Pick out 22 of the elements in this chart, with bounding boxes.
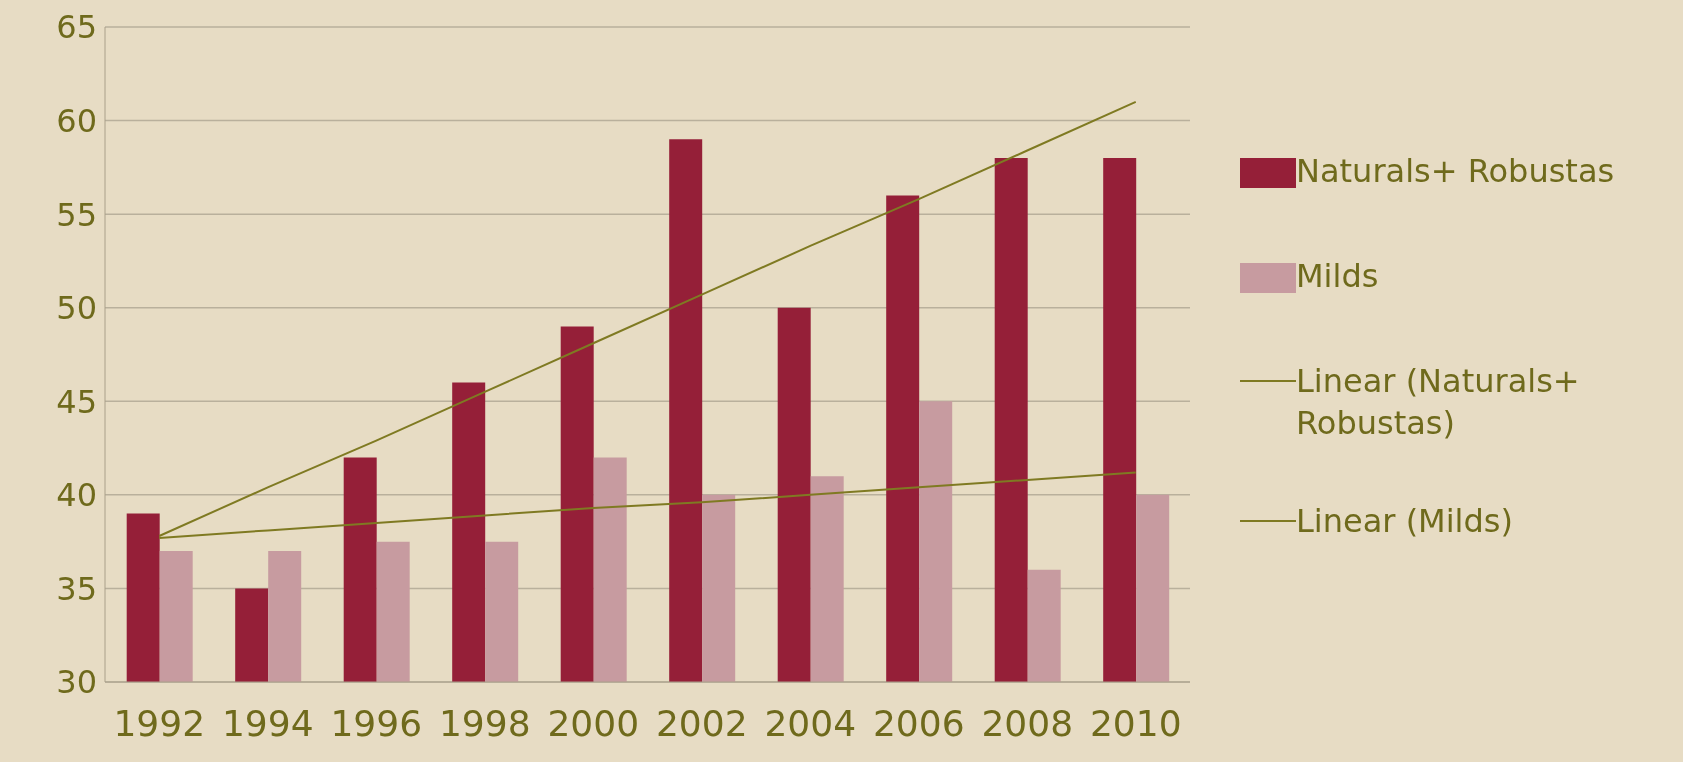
y-tick-label: 30 — [56, 663, 97, 702]
x-tick-label: 1996 — [330, 702, 423, 744]
legend-label: Milds — [1296, 256, 1379, 297]
legend-label: Linear (Milds) — [1296, 501, 1513, 542]
y-tick-label: 55 — [56, 195, 97, 234]
legend-label: Naturals+ Robustas — [1296, 151, 1615, 192]
legend-label: Linear (Naturals+ Robustas) — [1296, 361, 1581, 444]
x-tick-label: 1992 — [113, 702, 206, 744]
y-tick-label: 45 — [56, 382, 97, 421]
x-tick-label: 2008 — [981, 702, 1074, 744]
x-tick-label: 2010 — [1089, 702, 1182, 744]
x-tick-label: 2006 — [872, 702, 965, 744]
y-tick-label: 65 — [56, 8, 97, 47]
y-tick-label: 60 — [56, 101, 97, 140]
y-tick-label: 40 — [56, 476, 97, 515]
x-tick-label: 2000 — [547, 702, 640, 744]
x-tick-label: 1998 — [438, 702, 531, 744]
y-tick-label: 50 — [56, 289, 97, 328]
x-tick-label: 2004 — [764, 702, 857, 744]
x-tick-label: 2002 — [655, 702, 748, 744]
x-tick-label: 1994 — [221, 702, 314, 744]
y-tick-label: 35 — [56, 569, 97, 608]
